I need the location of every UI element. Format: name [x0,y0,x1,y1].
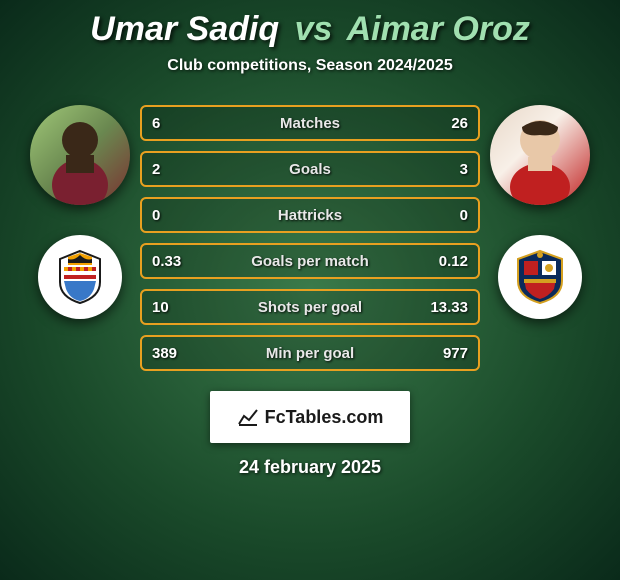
stat-left: 6 [152,115,192,132]
page-title: Umar Sadiq vs Aimar Oroz [90,10,530,49]
title-player2: Aimar Oroz [347,10,530,48]
comparison-card: Umar Sadiq vs Aimar Oroz Club competitio… [0,0,620,478]
stat-label: Goals [289,161,331,178]
left-column [20,105,140,319]
stat-right: 3 [428,161,468,178]
title-player1: Umar Sadiq [90,10,279,48]
stat-label: Shots per goal [258,299,362,316]
stat-row: 2 Goals 3 [140,151,480,187]
footer-badge-text: FcTables.com [265,407,384,428]
stat-label: Min per goal [266,345,354,362]
stats-table: 6 Matches 26 2 Goals 3 0 Hattricks 0 0.3… [140,105,480,371]
player2-silhouette-icon [490,105,590,205]
stat-right: 13.33 [428,299,468,316]
valencia-cf-crest [38,235,122,319]
fctables-badge: FcTables.com [210,391,410,443]
stat-label: Matches [280,115,340,132]
player1-silhouette-icon [30,105,130,205]
stat-row: 6 Matches 26 [140,105,480,141]
aimar-oroz-avatar [490,105,590,205]
stat-label: Hattricks [278,207,342,224]
right-column [480,105,600,319]
stat-row: 10 Shots per goal 13.33 [140,289,480,325]
umar-sadiq-avatar [30,105,130,205]
stat-right: 26 [428,115,468,132]
stat-right: 977 [428,345,468,362]
club2-crest-icon [510,247,570,307]
ca-osasuna-crest [498,235,582,319]
title-vs: vs [295,10,333,48]
stat-left: 0 [152,207,192,224]
stat-right: 0 [428,207,468,224]
stat-row: 389 Min per goal 977 [140,335,480,371]
footer-date: 24 february 2025 [239,457,381,478]
chart-icon [237,406,259,428]
subtitle: Club competitions, Season 2024/2025 [167,57,452,75]
stat-left: 389 [152,345,192,362]
stat-right: 0.12 [428,253,468,270]
stat-left: 2 [152,161,192,178]
stat-row: 0 Hattricks 0 [140,197,480,233]
stat-row: 0.33 Goals per match 0.12 [140,243,480,279]
stat-left: 10 [152,299,192,316]
main-region: 6 Matches 26 2 Goals 3 0 Hattricks 0 0.3… [0,105,620,371]
stat-label: Goals per match [251,253,369,270]
stat-left: 0.33 [152,253,192,270]
club1-crest-icon [50,247,110,307]
